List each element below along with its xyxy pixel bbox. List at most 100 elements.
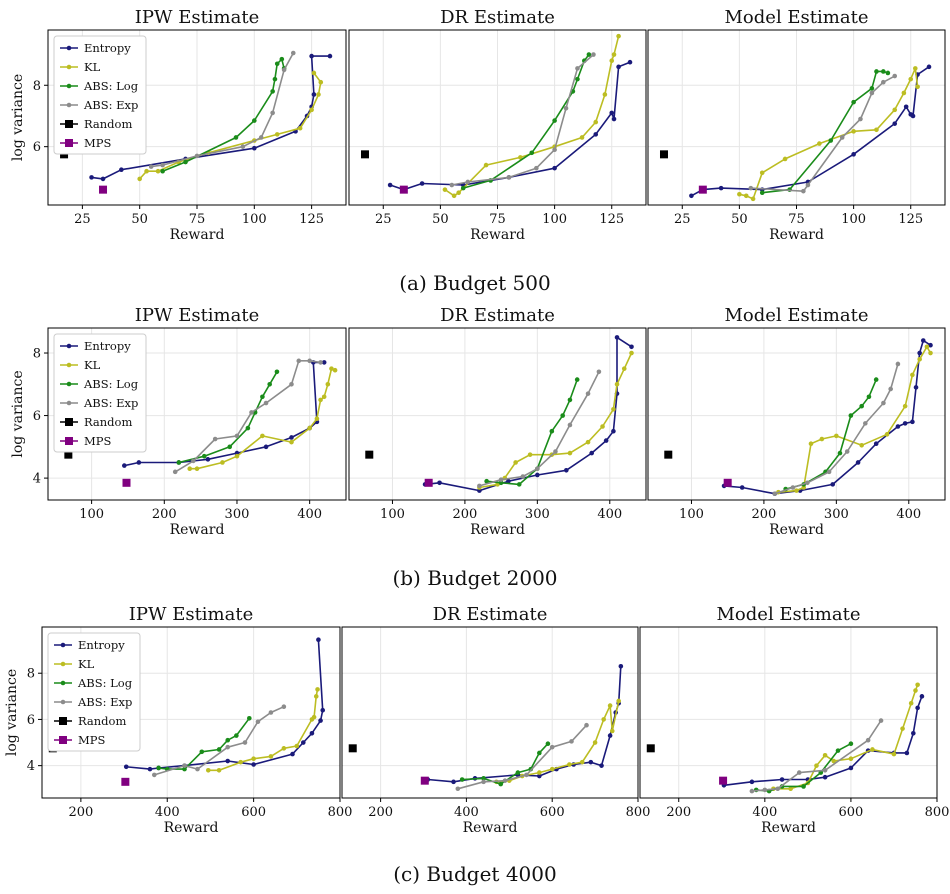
panel-title: IPW Estimate (135, 305, 260, 326)
legend: Entropy KL ABS: Log ABS: Exp Random MPS (53, 35, 147, 155)
point-kl (848, 756, 854, 762)
x-axis-label: Reward (170, 227, 225, 243)
series-line-abs-exp (154, 705, 285, 776)
legend-marker-kl (60, 661, 66, 667)
point-abs-exp (805, 480, 810, 486)
x-tick-label: 75 (189, 212, 206, 227)
point-abs-exp (520, 474, 526, 479)
point-abs-log (515, 770, 521, 775)
point-abs-exp (289, 381, 294, 387)
point-abs-exp (449, 182, 455, 188)
point-random (64, 450, 73, 459)
x-axis-label: Reward (470, 522, 525, 538)
legend-marker-entropy (66, 45, 72, 51)
point-kl (313, 694, 319, 699)
point-kl (915, 84, 920, 90)
point-entropy (915, 705, 920, 711)
point-entropy (205, 457, 211, 462)
x-axis-label: Reward (761, 820, 816, 836)
point-entropy (300, 740, 306, 745)
point-mps (698, 185, 707, 194)
x-tick-label: 25 (74, 212, 91, 227)
point-abs-log (216, 747, 222, 752)
point-entropy (902, 421, 908, 426)
legend-marker-random (65, 120, 73, 128)
legend-label-mps: MPS (84, 434, 112, 448)
x-tick-label: 600 (540, 805, 565, 820)
point-kl (600, 424, 605, 429)
point-kl (483, 162, 489, 168)
plot-frame (639, 626, 938, 799)
point-random (664, 450, 673, 459)
y-tick-label: 4 (33, 472, 41, 487)
point-abs-exp (596, 369, 602, 375)
point-abs-log (574, 377, 580, 382)
x-tick-label: 50 (731, 212, 748, 227)
point-entropy (919, 694, 925, 699)
point-abs-exp (892, 73, 898, 79)
series-line-kl (773, 684, 919, 790)
x-tick-label: 300 (824, 507, 849, 522)
point-kl (537, 770, 542, 775)
legend-marker-mps (59, 736, 67, 744)
point-abs-log (866, 394, 872, 400)
point-abs-log (252, 118, 257, 123)
point-entropy (309, 53, 314, 59)
panel-1: 25 50 75 100 125 6 8 IPW Estimate Reward log vari… (10, 7, 347, 243)
point-abs-log (498, 781, 504, 787)
point-entropy (311, 92, 317, 97)
point-entropy (611, 116, 617, 122)
point-abs-exp (182, 763, 187, 768)
series-line-kl (139, 72, 322, 180)
series-line-kl (208, 689, 319, 772)
y-axis-label: log variance (4, 669, 20, 756)
point-abs-exp (865, 737, 871, 743)
panel-9: 200 400 600 800 Model Estimate Reward (639, 604, 950, 836)
point-kl (137, 176, 142, 182)
point-abs-log (176, 460, 182, 465)
point-kl (518, 155, 523, 160)
caption-budget-2000: (b) Budget 2000 (392, 566, 558, 590)
point-kl (616, 33, 621, 39)
point-abs-log (183, 159, 188, 165)
point-abs-exp (225, 744, 231, 750)
point-abs-exp (826, 469, 832, 475)
point-entropy (629, 344, 634, 350)
point-abs-exp (477, 483, 482, 489)
panel-title: Model Estimate (725, 305, 869, 326)
x-tick-label: 200 (666, 805, 691, 820)
point-kl (737, 191, 742, 197)
point-abs-exp (281, 67, 287, 73)
point-kl (309, 107, 314, 113)
point-abs-exp (591, 52, 596, 57)
point-abs-exp (575, 66, 580, 71)
legend-label-entropy: Entropy (84, 339, 131, 353)
y-tick-label: 6 (33, 409, 41, 424)
point-kl (609, 58, 615, 64)
point-abs-exp (307, 358, 312, 364)
point-random (360, 150, 369, 159)
point-abs-exp (255, 719, 261, 725)
panel-title: Model Estimate (725, 7, 869, 28)
point-abs-log (859, 403, 864, 409)
series-line-abs-log (178, 371, 278, 464)
point-kl (332, 367, 338, 373)
point-entropy (100, 176, 106, 182)
point-abs-log (828, 138, 834, 143)
legend-marker-abs-log (66, 381, 72, 387)
x-axis-label: Reward (769, 227, 824, 243)
point-kl (743, 193, 749, 199)
point-abs-log (851, 99, 856, 105)
x-axis-label: Reward (463, 820, 518, 836)
series-line-abs-exp (479, 371, 600, 487)
point-abs-exp (242, 740, 248, 745)
point-kl (901, 90, 907, 96)
legend-marker-entropy (66, 343, 72, 349)
x-tick-label: 800 (925, 805, 950, 820)
point-entropy (119, 167, 124, 172)
point-kl (913, 66, 918, 71)
x-tick-label: 100 (542, 212, 567, 227)
point-entropy (251, 762, 256, 767)
point-kl (307, 425, 312, 431)
point-entropy (614, 335, 620, 340)
